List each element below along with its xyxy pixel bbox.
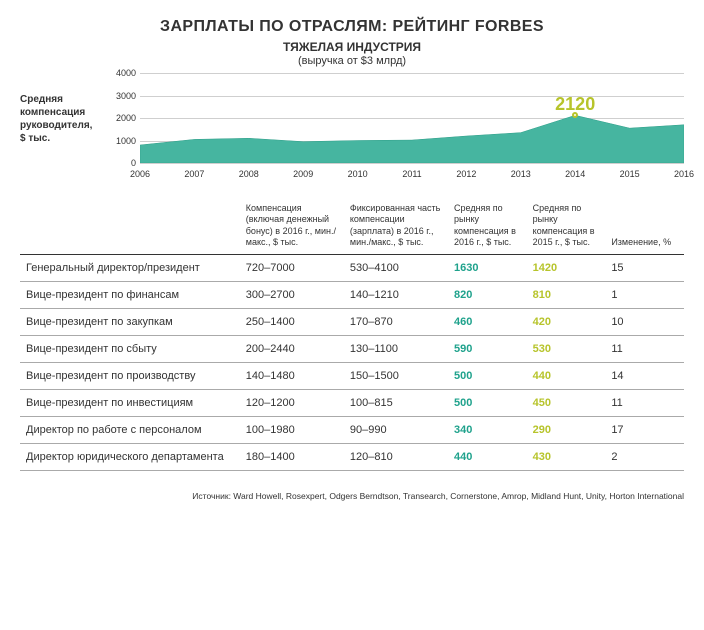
gridline	[140, 163, 684, 164]
table-header-row: Компенсация (включая денежный бонус) в 2…	[20, 199, 684, 255]
xtick: 2012	[456, 169, 476, 179]
table-cell: 530–4100	[344, 255, 448, 282]
table-cell: 140–1480	[240, 363, 344, 390]
table-row: Директор по работе с персоналом100–19809…	[20, 417, 684, 444]
table-cell: 170–870	[344, 309, 448, 336]
xtick: 2006	[130, 169, 150, 179]
table-cell: 340	[448, 417, 527, 444]
table-cell: Вице-президент по сбыту	[20, 336, 240, 363]
table-row: Вице-президент по инвестициям120–1200100…	[20, 390, 684, 417]
table-cell: Директор юридического департамента	[20, 444, 240, 471]
col-change: Изменение, %	[605, 199, 684, 255]
col-total-comp: Компенсация (включая денежный бонус) в 2…	[240, 199, 344, 255]
xtick: 2014	[565, 169, 585, 179]
compensation-table: Компенсация (включая денежный бонус) в 2…	[20, 199, 684, 471]
ytick: 4000	[116, 68, 136, 78]
table-cell: 450	[527, 390, 606, 417]
table-cell: 430	[527, 444, 606, 471]
chart-marker	[572, 112, 578, 118]
ylabel-l2: компенсация	[20, 107, 85, 118]
table-cell: 11	[605, 336, 684, 363]
table-row: Вице-президент по закупкам250–1400170–87…	[20, 309, 684, 336]
table-cell: Директор по работе с персоналом	[20, 417, 240, 444]
table-cell: 90–990	[344, 417, 448, 444]
table-row: Вице-президент по производству140–148015…	[20, 363, 684, 390]
col-avg-2016: Средняя по рынку компенсация в 2016 г., …	[448, 199, 527, 255]
xtick: 2016	[674, 169, 694, 179]
table-cell: 120–810	[344, 444, 448, 471]
table-cell: 290	[527, 417, 606, 444]
table-cell: 500	[448, 390, 527, 417]
ylabel-l1: Средняя	[20, 94, 63, 105]
table-cell: 300–2700	[240, 282, 344, 309]
table-cell: 100–815	[344, 390, 448, 417]
col-position	[20, 199, 240, 255]
table-cell: Вице-президент по закупкам	[20, 309, 240, 336]
chart-row: Средняя компенсация руководителя, $ тыс.…	[20, 73, 684, 181]
table-cell: Вице-президент по производству	[20, 363, 240, 390]
table-cell: Генеральный директор/президент	[20, 255, 240, 282]
table-cell: 810	[527, 282, 606, 309]
ytick: 0	[131, 158, 136, 168]
xtick: 2007	[184, 169, 204, 179]
table-cell: 720–7000	[240, 255, 344, 282]
xtick: 2011	[402, 169, 421, 179]
table-cell: 130–1100	[344, 336, 448, 363]
table-cell: Вице-президент по финансам	[20, 282, 240, 309]
xtick: 2009	[293, 169, 313, 179]
table-cell: 11	[605, 390, 684, 417]
ytick: 2000	[116, 113, 136, 123]
table-cell: 420	[527, 309, 606, 336]
ylabel-l3: руководителя,	[20, 120, 92, 131]
table-row: Генеральный директор/президент720–700053…	[20, 255, 684, 282]
xtick: 2015	[620, 169, 640, 179]
table-row: Вице-президент по финансам300–2700140–12…	[20, 282, 684, 309]
page-title: ЗАРПЛАТЫ ПО ОТРАСЛЯМ: РЕЙТИНГ FORBES	[20, 18, 684, 36]
xtick: 2013	[511, 169, 531, 179]
table-cell: 440	[448, 444, 527, 471]
table-cell: 1630	[448, 255, 527, 282]
ylabel-l4: $ тыс.	[20, 133, 50, 144]
table-cell: 530	[527, 336, 606, 363]
table-cell: 1	[605, 282, 684, 309]
table-cell: 820	[448, 282, 527, 309]
table-cell: 17	[605, 417, 684, 444]
table-cell: 440	[527, 363, 606, 390]
source-line: Источник: Ward Howell, Rosexpert, Odgers…	[20, 491, 684, 501]
y-axis-label: Средняя компенсация руководителя, $ тыс.	[20, 73, 108, 181]
table-row: Директор юридического департамента180–14…	[20, 444, 684, 471]
subtitle: ТЯЖЕЛАЯ ИНДУСТРИЯ	[20, 40, 684, 54]
table-cell: 250–1400	[240, 309, 344, 336]
table-cell: Вице-президент по инвестициям	[20, 390, 240, 417]
table-cell: 460	[448, 309, 527, 336]
table-cell: 120–1200	[240, 390, 344, 417]
table-row: Вице-президент по сбыту200–2440130–11005…	[20, 336, 684, 363]
table-cell: 140–1210	[344, 282, 448, 309]
table-cell: 590	[448, 336, 527, 363]
table-cell: 150–1500	[344, 363, 448, 390]
table-cell: 500	[448, 363, 527, 390]
table-cell: 100–1980	[240, 417, 344, 444]
subtitle-note: (выручка от $3 млрд)	[20, 55, 684, 67]
col-fixed-comp: Фиксированная часть компенсации (зарплат…	[344, 199, 448, 255]
area-chart: 01000200030004000 2120 20062007200820092…	[108, 73, 684, 181]
table-cell: 1420	[527, 255, 606, 282]
table-cell: 15	[605, 255, 684, 282]
table-cell: 200–2440	[240, 336, 344, 363]
xtick: 2008	[239, 169, 259, 179]
xtick: 2010	[348, 169, 368, 179]
table-cell: 10	[605, 309, 684, 336]
ytick: 3000	[116, 91, 136, 101]
table-cell: 180–1400	[240, 444, 344, 471]
table-cell: 14	[605, 363, 684, 390]
col-avg-2015: Средняя по рынку компенсация в 2015 г., …	[527, 199, 606, 255]
table-cell: 2	[605, 444, 684, 471]
ytick: 1000	[116, 136, 136, 146]
